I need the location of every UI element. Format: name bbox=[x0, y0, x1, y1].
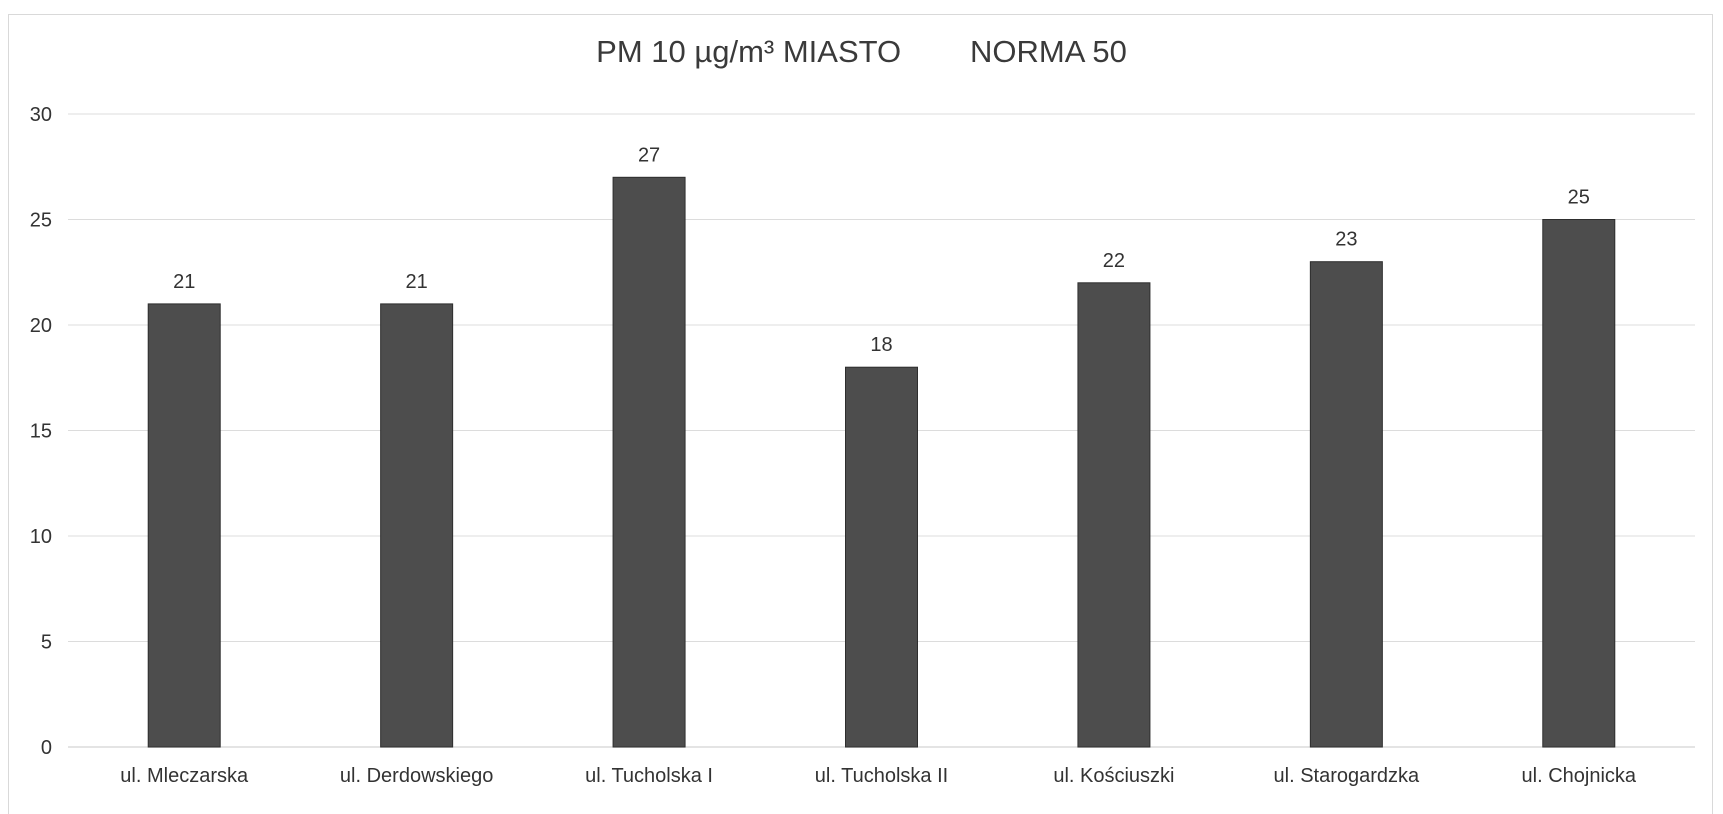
category-label-7: ul. Chojnicka bbox=[1522, 765, 1637, 787]
y-tick-label: 30 bbox=[30, 104, 52, 126]
data-labels: 21 21 27 18 22 23 25 bbox=[173, 144, 1590, 356]
category-label-1: ul. Mleczarska bbox=[120, 765, 249, 787]
y-axis-ticks: 0 5 10 15 20 25 30 bbox=[30, 104, 52, 759]
data-label-6: 23 bbox=[1335, 229, 1357, 251]
category-labels: ul. Mleczarska ul. Derdowskiego ul. Tuchol… bbox=[120, 765, 1637, 787]
y-tick-label: 0 bbox=[41, 737, 52, 759]
data-label-4: 18 bbox=[870, 334, 892, 356]
category-label-3: ul. Tucholska I bbox=[585, 765, 713, 787]
category-label-5: ul. Kościuszki bbox=[1053, 765, 1174, 787]
data-label-1: 21 bbox=[173, 271, 195, 293]
category-label-4: ul. Tucholska II bbox=[815, 765, 948, 787]
bar-5 bbox=[1077, 282, 1151, 748]
data-label-3: 27 bbox=[638, 144, 660, 166]
bar-3 bbox=[612, 176, 686, 748]
data-label-5: 22 bbox=[1103, 250, 1125, 272]
data-label-2: 21 bbox=[406, 271, 428, 293]
bar-1 bbox=[147, 303, 221, 748]
y-tick-label: 10 bbox=[30, 526, 52, 548]
bar-4 bbox=[845, 366, 918, 748]
y-tick-label: 15 bbox=[30, 421, 52, 443]
bars bbox=[147, 176, 1616, 748]
data-label-7: 25 bbox=[1568, 187, 1590, 209]
chart-title: PM 10 µg/m³ MIASTO NORMA 50 bbox=[596, 34, 1127, 69]
y-tick-label: 25 bbox=[30, 210, 52, 232]
category-label-6: ul. Starogardzka bbox=[1274, 765, 1421, 787]
bar-7 bbox=[1542, 219, 1616, 748]
y-tick-label: 5 bbox=[41, 632, 52, 654]
chart-border bbox=[8, 14, 1713, 814]
category-label-2: ul. Derdowskiego bbox=[340, 765, 493, 787]
y-tick-label: 20 bbox=[30, 315, 52, 337]
bar-6 bbox=[1309, 261, 1383, 748]
bar-2 bbox=[380, 303, 454, 748]
